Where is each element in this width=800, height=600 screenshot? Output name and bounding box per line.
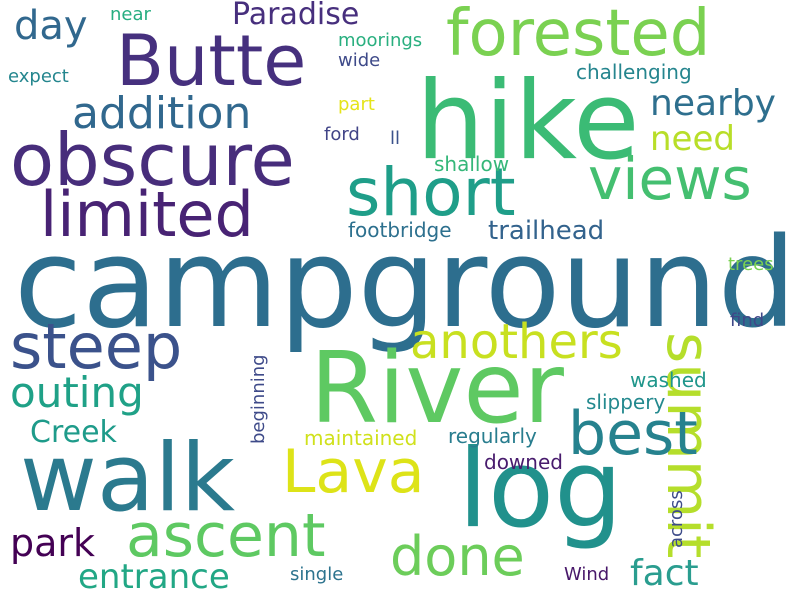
word-challenging: challenging: [576, 60, 692, 84]
word-outing: outing: [10, 368, 144, 417]
word-single: single: [290, 564, 344, 585]
word-butte: Butte: [116, 20, 307, 102]
word-trees: trees: [728, 254, 774, 275]
word-regularly: regularly: [448, 424, 537, 448]
word-footbridge: footbridge: [348, 218, 452, 242]
word-hike: hike: [416, 59, 640, 184]
word-done: done: [390, 525, 525, 588]
word-day: day: [14, 3, 88, 49]
word-walk: walk: [20, 424, 236, 533]
word-near: near: [110, 4, 151, 25]
word-log: log: [458, 427, 623, 552]
word-limited: limited: [40, 178, 254, 251]
word-downed: downed: [484, 450, 563, 474]
word-fact: fact: [630, 553, 699, 594]
word-obscure: obscure: [10, 118, 295, 202]
word-short: short: [346, 154, 516, 231]
word-maintained: maintained: [304, 426, 418, 450]
word-washed: washed: [630, 368, 707, 392]
word-wind: Wind: [564, 564, 610, 585]
word-nearby: nearby: [650, 83, 776, 124]
word-park: park: [10, 521, 96, 565]
word-lava: Lava: [282, 437, 425, 507]
word-wide: wide: [338, 50, 381, 71]
word-addition: addition: [72, 88, 252, 139]
word-views: views: [588, 145, 752, 213]
word-paradise: Paradise: [232, 0, 360, 32]
word-find: find: [730, 310, 765, 331]
word-ll: ll: [390, 128, 401, 149]
word-shallow: shallow: [434, 152, 510, 176]
word-across: across: [666, 490, 687, 548]
word-moorings: moorings: [338, 30, 423, 51]
word-entrance: entrance: [78, 557, 230, 597]
word-best: best: [568, 399, 698, 469]
word-expect: expect: [8, 66, 69, 87]
word-river: River: [310, 332, 564, 446]
word-need: need: [650, 119, 735, 159]
word-steep: steep: [10, 310, 183, 383]
word-ford: ford: [324, 124, 360, 145]
word-creek: Creek: [30, 415, 117, 450]
word-forested: forested: [446, 0, 711, 71]
word-anothers: anothers: [410, 314, 623, 370]
word-campground: campground: [14, 212, 797, 356]
word-part: part: [338, 94, 375, 115]
word-beginning: beginning: [248, 354, 269, 444]
word-trailhead: trailhead: [488, 216, 605, 246]
word-slippery: slippery: [586, 390, 666, 414]
word-ascent: ascent: [126, 501, 326, 571]
